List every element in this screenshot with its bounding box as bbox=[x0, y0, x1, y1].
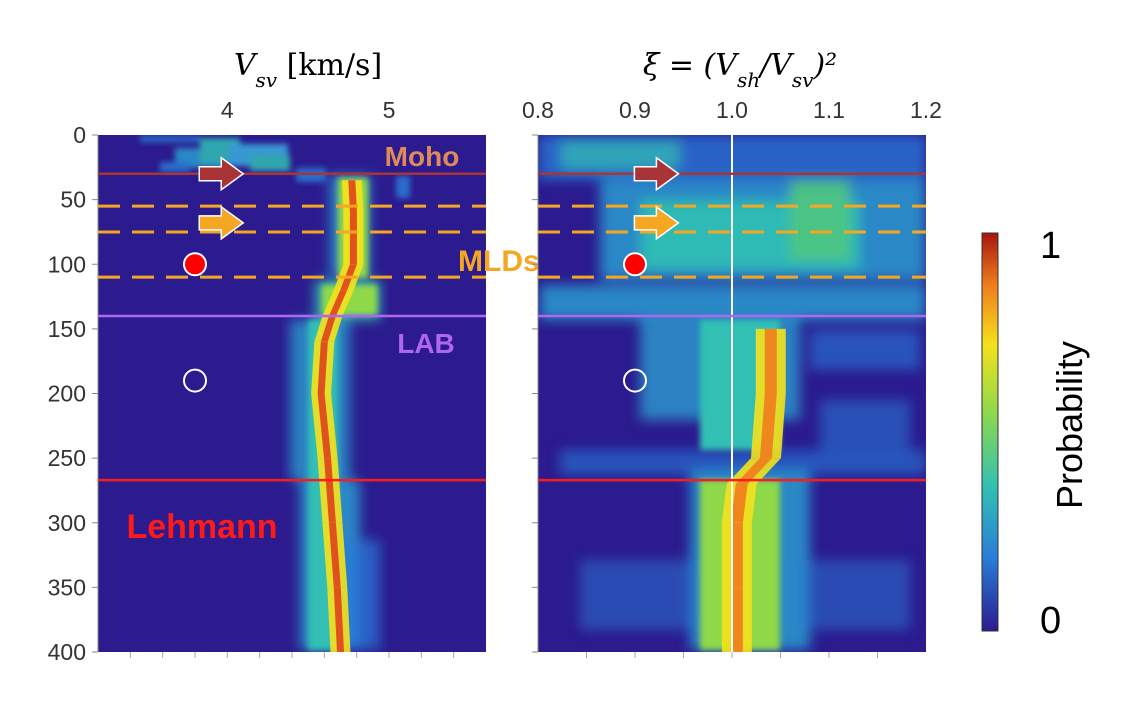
xi-marker bbox=[623, 252, 647, 277]
colorbar-title: Probability bbox=[1049, 341, 1090, 509]
vsv-ridge-core bbox=[324, 458, 336, 523]
xi-ridge-core bbox=[735, 458, 772, 484]
xi-markers bbox=[623, 252, 647, 393]
vsv-ridge-core bbox=[317, 393, 332, 459]
xi-panel: 0.8 0.9 1.0 1.1 1.2 ξ = (Vsh/Vsv)² bbox=[522, 48, 942, 658]
xi-horizontal-lines bbox=[538, 172, 926, 482]
xi-ridge bbox=[721, 328, 786, 652]
xi-x-tick-label: 1.2 bbox=[910, 97, 942, 123]
vsv-y-tick-label: 400 bbox=[48, 639, 86, 665]
vsv-ridge-core bbox=[328, 290, 348, 316]
xi-x-tick-label: 1.0 bbox=[716, 97, 748, 123]
vsv-y-tick-label: 150 bbox=[48, 316, 86, 342]
xi-ridge-core bbox=[730, 587, 743, 652]
vsv-y-tick-label: 0 bbox=[73, 122, 86, 148]
vsv-ridge-core bbox=[328, 522, 341, 588]
vsv-y-tick-label: 350 bbox=[48, 574, 86, 600]
colorbar-min-label: 0 bbox=[1040, 600, 1061, 642]
colorbar-gradient bbox=[981, 232, 999, 632]
vsv-y-tick-label: 250 bbox=[48, 445, 86, 471]
depth-line-label: Moho bbox=[385, 141, 460, 172]
vsv-ridge bbox=[311, 180, 364, 652]
vsv-ridge-core bbox=[348, 180, 357, 213]
vsv-ridge-core bbox=[320, 315, 336, 342]
vsv-heatmap bbox=[140, 136, 410, 652]
colorbar: 1 0 Probability bbox=[981, 225, 1090, 642]
vsv-arrow-icon bbox=[198, 156, 245, 192]
vsv-arrows bbox=[198, 156, 245, 241]
vsv-y-tick-label: 200 bbox=[48, 381, 86, 407]
xi-ridge-core bbox=[764, 328, 777, 394]
xi-arrow-icon bbox=[633, 156, 680, 192]
vsv-ridge-core bbox=[317, 341, 328, 394]
xi-ridge-core bbox=[759, 393, 777, 459]
depth-line-label: Lehmann bbox=[126, 508, 277, 546]
vsv-marker bbox=[183, 368, 207, 393]
vsv-horizontal-lines bbox=[98, 172, 486, 482]
vsv-y-ticks: 0 50 100 150 200 250 300 350 400 bbox=[48, 122, 98, 665]
xi-marker bbox=[623, 368, 647, 393]
vsv-arrow-icon bbox=[198, 205, 245, 241]
vsv-ridge-core bbox=[333, 587, 344, 652]
vsv-markers bbox=[183, 252, 207, 393]
xi-x-tick-label: 0.9 bbox=[619, 97, 651, 123]
vsv-x-tick-label: 5 bbox=[383, 97, 396, 123]
vsv-x-tick-label: 4 bbox=[221, 97, 234, 123]
xi-x-tick-label: 1.1 bbox=[813, 97, 845, 123]
xi-panel-title: ξ = (Vsh/Vsv)² bbox=[643, 48, 837, 92]
vsv-ridge-core bbox=[349, 212, 357, 265]
vsv-panel-title: Vsv [km/s] bbox=[234, 48, 382, 92]
colorbar-max-label: 1 bbox=[1040, 225, 1061, 267]
vsv-y-tick-label: 300 bbox=[48, 510, 86, 536]
xi-arrow-icon bbox=[633, 205, 680, 241]
vsv-marker bbox=[183, 252, 207, 277]
xi-heatmap bbox=[538, 135, 926, 652]
vsv-y-tick-label: 50 bbox=[60, 187, 86, 213]
xi-ridge-core bbox=[730, 522, 743, 588]
xi-x-tick-label: 0.8 bbox=[522, 97, 554, 123]
xi-ridge-core bbox=[730, 483, 748, 523]
xi-x-ticks: 0.8 0.9 1.0 1.1 1.2 bbox=[522, 97, 942, 658]
xi-arrows bbox=[633, 156, 680, 241]
depth-line-label: LAB bbox=[397, 328, 455, 359]
vsv-y-tick-label: 100 bbox=[48, 251, 86, 277]
